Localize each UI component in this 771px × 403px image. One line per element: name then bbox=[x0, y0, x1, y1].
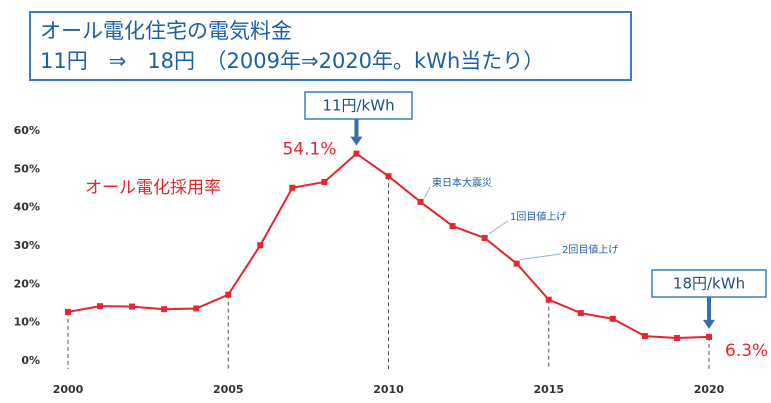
data-point bbox=[65, 308, 71, 315]
callout-label: 11円/kWh bbox=[322, 97, 394, 115]
callout-arrow-head bbox=[703, 319, 715, 329]
data-point bbox=[513, 260, 520, 267]
data-point bbox=[417, 198, 424, 205]
data-point bbox=[257, 242, 264, 249]
y-tick-label: 40% bbox=[14, 201, 40, 214]
y-tick-label: 30% bbox=[14, 239, 40, 252]
data-point bbox=[225, 291, 232, 298]
x-tick-label: 2010 bbox=[373, 383, 404, 396]
data-point bbox=[641, 333, 648, 340]
callout-box bbox=[304, 91, 413, 120]
data-point bbox=[545, 296, 552, 303]
y-tick-label: 10% bbox=[14, 316, 40, 329]
value-label: 54.1% bbox=[282, 140, 336, 160]
data-point bbox=[577, 310, 584, 317]
data-point bbox=[481, 234, 488, 241]
x-tick-label: 2015 bbox=[533, 383, 564, 396]
data-point bbox=[289, 184, 296, 191]
annotation: 東日本大震災 bbox=[432, 176, 492, 189]
y-tick-label: 0% bbox=[21, 354, 40, 367]
data-point bbox=[385, 173, 392, 180]
data-point bbox=[97, 303, 104, 310]
data-point bbox=[353, 150, 360, 157]
data-point bbox=[449, 223, 456, 230]
annotation-leader bbox=[488, 220, 509, 235]
annotation: 1回目値上げ bbox=[510, 210, 566, 223]
chart-title: オール電化住宅の電気料金 bbox=[40, 19, 292, 43]
value-label: 6.3% bbox=[725, 341, 768, 361]
x-tick-label: 2000 bbox=[53, 383, 84, 396]
callout-arrow-shaft bbox=[354, 119, 359, 138]
data-point bbox=[321, 178, 328, 185]
data-point bbox=[673, 335, 680, 341]
callout-arrow-head bbox=[350, 136, 363, 146]
chart-subtitle: 11円 ⇒ 18円 （2009年⇒2020年。kWh当たり） bbox=[40, 49, 544, 73]
annotation: 2回目値上げ bbox=[562, 243, 618, 256]
data-point bbox=[129, 303, 136, 310]
annotation-leader bbox=[424, 186, 431, 199]
callout-label: 18円/kWh bbox=[673, 275, 745, 293]
callout-box bbox=[651, 269, 767, 298]
data-point bbox=[161, 306, 168, 313]
y-tick-label: 50% bbox=[14, 162, 40, 175]
x-tick-label: 2020 bbox=[694, 383, 725, 396]
y-tick-label: 20% bbox=[14, 277, 40, 290]
data-point bbox=[193, 305, 200, 312]
callout-arrow-shaft bbox=[707, 297, 711, 321]
title-box bbox=[29, 11, 632, 81]
annotation-leader bbox=[520, 253, 561, 261]
x-tick-label: 2005 bbox=[213, 383, 244, 396]
y-tick-label: 60% bbox=[14, 124, 40, 137]
data-point bbox=[609, 315, 616, 322]
data-point bbox=[706, 333, 712, 340]
series-label: オール電化採用率 bbox=[85, 178, 221, 198]
